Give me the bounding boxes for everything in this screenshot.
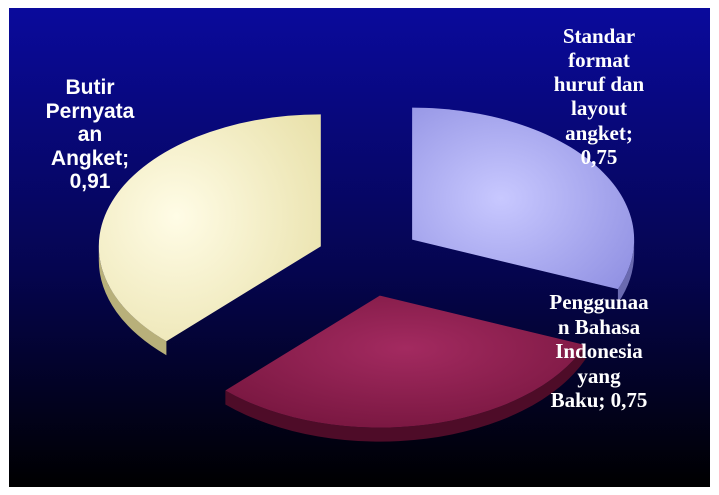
pie-slice-butir-pernyataan — [98, 114, 321, 356]
pie-slice-standar-format — [412, 107, 635, 304]
pie-slice-penggunaan-bahasa — [225, 295, 586, 442]
data-label-standar-format: Standar format huruf dan layout angket; … — [553, 24, 645, 169]
pie-slice-penggunaan-bahasa-top — [225, 295, 586, 428]
data-label-penggunaan-bahasa: Penggunaa n Bahasa Indonesia yang Baku; … — [549, 290, 649, 413]
pie-slice-standar-format-top — [412, 107, 635, 290]
pie-slice-standar-format-side — [617, 239, 635, 304]
slices-layer — [98, 107, 635, 442]
chart-area: Butir Pernyata an Angket; 0,91 Standar f… — [9, 8, 710, 487]
data-label-butir-pernyataan: Butir Pernyata an Angket; 0,91 — [45, 76, 135, 194]
pie-slice-butir-pernyataan-side — [98, 246, 167, 356]
pie-chart — [9, 8, 710, 487]
pie-slice-butir-pernyataan-top — [98, 114, 321, 342]
pie-slice-penggunaan-bahasa-side — [225, 345, 586, 442]
